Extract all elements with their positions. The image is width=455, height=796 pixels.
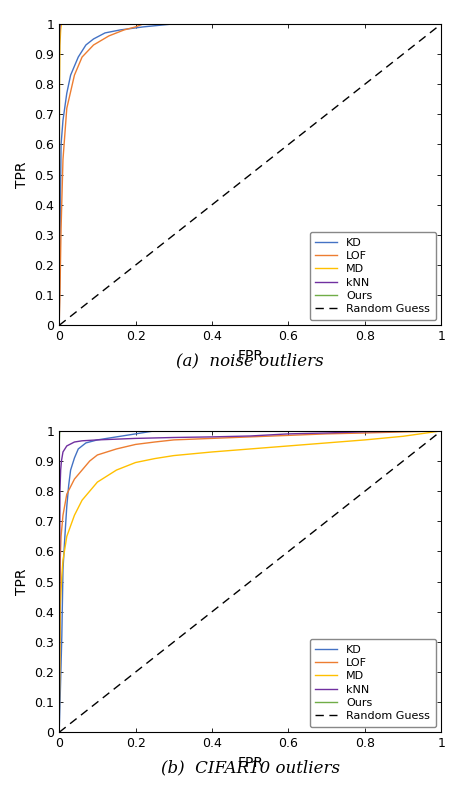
Title: (a)  noise outliers: (a) noise outliers [177, 353, 324, 369]
X-axis label: FPR: FPR [237, 349, 263, 363]
Y-axis label: TPR: TPR [15, 162, 29, 188]
Title: (b)  CIFAR10 outliers: (b) CIFAR10 outliers [161, 759, 340, 776]
Legend: KD, LOF, MD, kNN, Ours, Random Guess: KD, LOF, MD, kNN, Ours, Random Guess [310, 232, 436, 320]
Y-axis label: TPR: TPR [15, 568, 29, 595]
Legend: KD, LOF, MD, kNN, Ours, Random Guess: KD, LOF, MD, kNN, Ours, Random Guess [310, 639, 436, 727]
X-axis label: FPR: FPR [237, 755, 263, 770]
